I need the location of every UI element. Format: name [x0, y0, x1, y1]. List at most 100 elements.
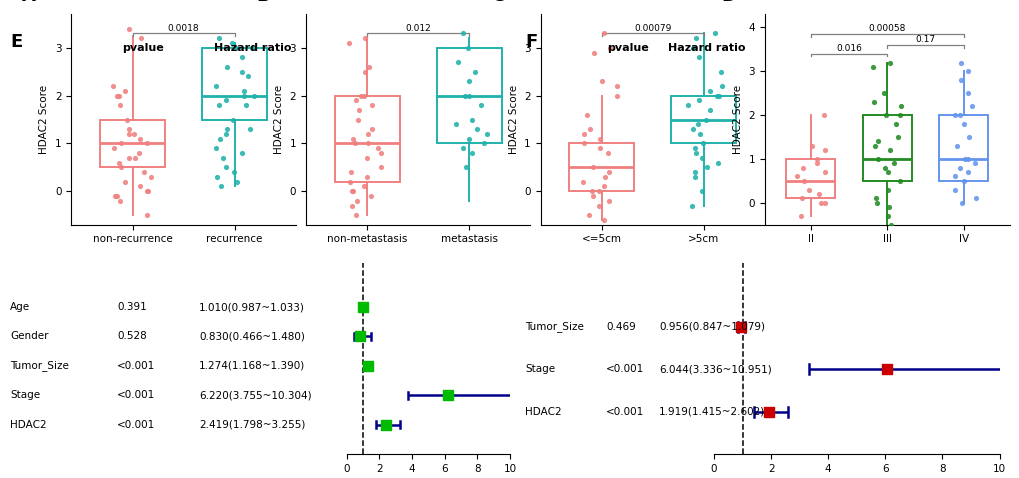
Point	[889, 133, 905, 141]
Text: D: D	[720, 0, 736, 5]
Point	[121, 25, 138, 33]
Text: Tumor_Size: Tumor_Size	[525, 321, 584, 332]
Text: B: B	[257, 0, 270, 5]
Point	[469, 125, 485, 133]
Point	[472, 101, 488, 109]
Point	[215, 154, 231, 162]
Point	[370, 144, 386, 152]
Point	[139, 140, 155, 147]
Point	[684, 44, 700, 52]
Point	[869, 155, 886, 163]
Point	[868, 199, 884, 206]
Point	[946, 173, 962, 180]
Point	[599, 149, 615, 157]
Point	[218, 130, 234, 138]
Point	[687, 168, 703, 176]
Point	[126, 154, 143, 162]
Text: 0.17: 0.17	[915, 35, 934, 44]
Point	[879, 212, 896, 220]
Point	[952, 59, 968, 66]
Text: <0.001: <0.001	[605, 407, 644, 417]
Point	[348, 197, 365, 205]
Y-axis label: HDAC2 Score: HDAC2 Score	[40, 85, 50, 154]
Point	[237, 101, 254, 109]
Point	[343, 202, 360, 209]
Point	[212, 135, 228, 142]
Point	[733, 323, 749, 330]
Point	[693, 187, 709, 195]
FancyBboxPatch shape	[862, 115, 911, 181]
Point	[364, 101, 380, 109]
Text: C: C	[491, 0, 504, 5]
Point	[795, 177, 811, 185]
Point	[690, 97, 706, 104]
Point	[709, 159, 726, 166]
Point	[959, 67, 975, 75]
Point	[460, 77, 476, 85]
Text: 0.391: 0.391	[117, 302, 147, 312]
Text: 0.0018: 0.0018	[167, 24, 200, 33]
Point	[960, 133, 976, 141]
Point	[688, 34, 704, 42]
Text: Gender: Gender	[10, 331, 49, 341]
Point	[340, 39, 357, 47]
Point	[120, 125, 137, 133]
Point	[208, 82, 224, 90]
Point	[360, 140, 376, 147]
Point	[360, 130, 376, 138]
Point	[596, 173, 612, 181]
Point	[343, 187, 360, 195]
Point	[712, 68, 729, 76]
Point	[879, 203, 896, 211]
Text: A: A	[22, 0, 36, 5]
Text: 1.010(0.987~1.033): 1.010(0.987~1.033)	[199, 302, 305, 312]
Point	[793, 195, 809, 202]
Point	[687, 173, 703, 181]
Text: <0.001: <0.001	[117, 390, 156, 400]
Point	[788, 173, 804, 180]
Point	[892, 103, 908, 110]
Point	[106, 192, 122, 200]
Point	[110, 159, 126, 166]
Text: 1.274(1.168~1.390): 1.274(1.168~1.390)	[199, 361, 305, 371]
Point	[876, 111, 893, 119]
FancyBboxPatch shape	[100, 120, 165, 167]
Point	[239, 73, 256, 80]
Point	[440, 391, 457, 399]
Text: 6.220(3.755~10.304): 6.220(3.755~10.304)	[199, 390, 311, 400]
FancyBboxPatch shape	[202, 48, 267, 120]
Point	[211, 101, 227, 109]
Point	[585, 163, 601, 171]
Point	[595, 183, 611, 190]
Point	[113, 140, 129, 147]
Text: Stage: Stage	[10, 390, 41, 400]
Point	[347, 97, 364, 104]
Text: pvalue: pvalue	[606, 43, 648, 53]
Point	[595, 216, 611, 224]
Point	[476, 140, 492, 147]
Point	[356, 92, 372, 99]
Point	[227, 44, 244, 52]
Point	[882, 221, 899, 228]
Point	[808, 155, 824, 163]
Point	[952, 76, 968, 84]
Point	[815, 111, 832, 119]
Point	[449, 58, 466, 66]
Point	[959, 168, 975, 176]
Point	[881, 59, 898, 66]
Point	[706, 30, 722, 37]
Point	[582, 125, 598, 133]
Text: 0.528: 0.528	[117, 331, 147, 341]
Point	[131, 135, 148, 142]
Point	[584, 187, 600, 195]
Y-axis label: HDAC2 Score: HDAC2 Score	[733, 85, 743, 154]
Point	[344, 135, 361, 142]
Point	[680, 101, 696, 109]
Point	[454, 144, 471, 152]
Point	[363, 192, 379, 200]
Point	[346, 140, 363, 147]
Point	[378, 421, 394, 428]
Point	[955, 177, 971, 185]
Point	[585, 192, 601, 200]
Point	[713, 82, 730, 90]
